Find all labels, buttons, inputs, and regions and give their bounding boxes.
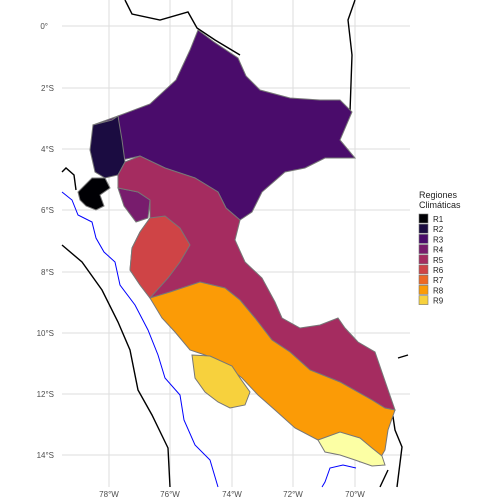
y-tick: 2°S <box>41 84 54 93</box>
legend-swatch-r6 <box>418 264 429 275</box>
legend-title: Climáticas <box>419 200 461 210</box>
region-r7[interactable] <box>191 354 251 409</box>
country-borders <box>61 0 409 488</box>
y-tick: 8°S <box>41 268 54 277</box>
legend-label-r8: R8 <box>433 286 444 295</box>
x-tick: 72°W <box>283 490 303 499</box>
legend-label-r4: R4 <box>433 246 444 255</box>
rivers <box>61 191 357 488</box>
y-tick: 0° <box>40 22 48 31</box>
climate-regions <box>77 29 396 467</box>
legend-label-r2: R2 <box>433 225 444 234</box>
legend-swatch-r5 <box>418 254 429 265</box>
legend-label-r3: R3 <box>433 235 444 244</box>
legend-swatch-r4 <box>418 244 429 254</box>
x-tick: 78°W <box>99 490 119 499</box>
legend-swatch-r9 <box>418 295 429 305</box>
x-tick: 74°W <box>222 490 242 499</box>
region-r1[interactable] <box>77 177 111 211</box>
legend-swatch-r2 <box>418 223 429 234</box>
legend-label-r1: R1 <box>433 215 444 224</box>
y-tick: 10°S <box>37 329 54 338</box>
legend-label-r6: R6 <box>433 266 444 275</box>
legend-label-r9: R9 <box>433 297 444 306</box>
y-tick: 6°S <box>41 206 54 215</box>
region-r9[interactable] <box>317 431 386 467</box>
y-tick: 4°S <box>41 145 54 154</box>
x-axis-ticks: 78°W 76°W 74°W 72°W 70°W <box>99 490 365 499</box>
legend-title: Regiones <box>419 190 458 200</box>
region-r6[interactable] <box>129 215 191 299</box>
y-axis-ticks: 0° 2°S 4°S 6°S 8°S 10°S 12°S 14°S <box>37 22 54 460</box>
y-tick: 12°S <box>37 390 54 399</box>
x-tick: 76°W <box>160 490 180 499</box>
legend-swatch-r7 <box>418 274 429 285</box>
region-r2[interactable] <box>89 115 126 179</box>
legend-swatch-r8 <box>418 285 429 295</box>
y-tick: 14°S <box>37 451 54 460</box>
legend-swatch-r1 <box>418 213 429 224</box>
legend-swatch-r3 <box>418 234 429 244</box>
x-tick: 70°W <box>345 490 365 499</box>
legend-label-r5: R5 <box>433 256 444 265</box>
legend-label-r7: R7 <box>433 276 444 285</box>
